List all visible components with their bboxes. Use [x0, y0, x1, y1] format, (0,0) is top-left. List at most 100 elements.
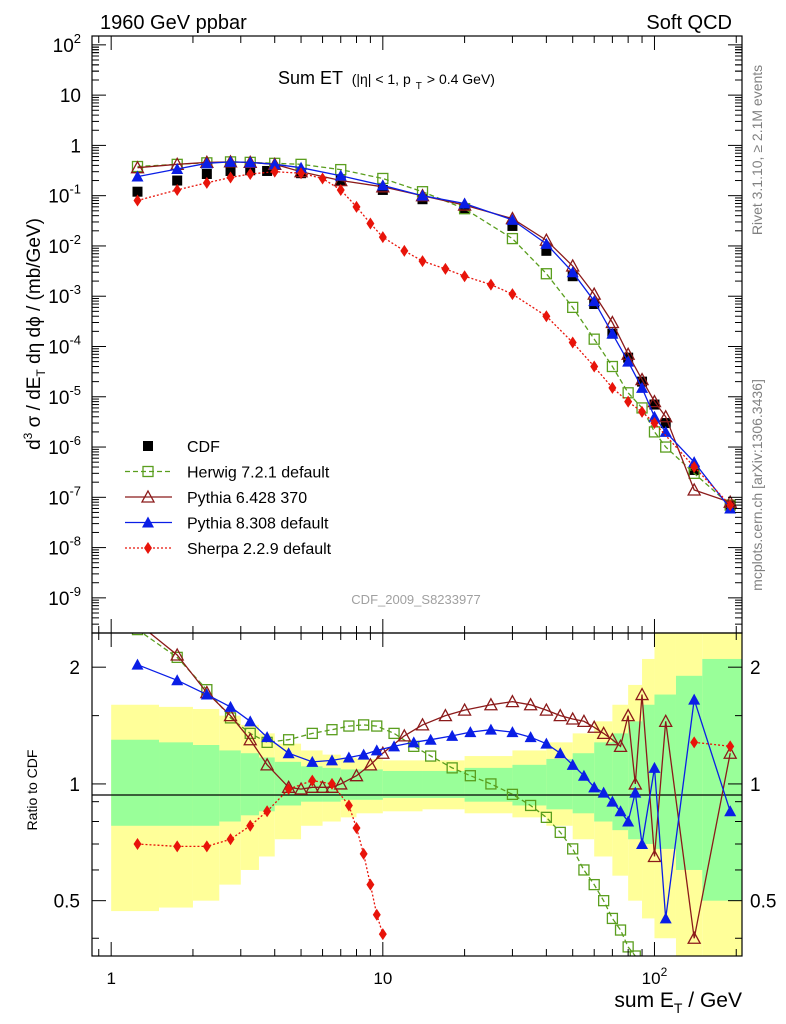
main-point-sherpa-2-2-9-default [133, 194, 142, 207]
rivet-label: Rivet 3.1.10, ≥ 2.1M events [749, 65, 765, 235]
main-point-pythia-8-308-default [659, 425, 672, 437]
main-point-cdf [649, 399, 660, 410]
main-point-pythia-8-308-default [588, 295, 601, 307]
ratio-point-pythia-8-308-default [342, 751, 355, 763]
plot-title: Sum ET (|η| < 1, p T > 0.4 GeV) [278, 68, 495, 92]
ratio-point-herwig-7-2-1-default [282, 734, 295, 746]
ratio-point-pythia-8-308-default [464, 726, 477, 738]
main-point-sherpa-2-2-9-default [460, 270, 469, 283]
ratio-series-sherpa-2-2-9-default-high [690, 736, 735, 753]
ratio-point-pythia-8-308-default [282, 747, 295, 759]
y-tick-label-main: 10-8 [48, 534, 81, 560]
ratio-point-pythia-6-428-370 [349, 768, 364, 782]
ratio-point-pythia-8-308-default [131, 658, 144, 670]
legend-entry-sherpa-2-2-9-default: Sherpa 2.2.9 default [125, 541, 332, 558]
x-tick-label: 1 [106, 969, 115, 988]
ratio-point-sherpa-2-2-9-default [359, 847, 368, 860]
main-point-cdf [637, 376, 648, 387]
ratio-point-herwig-7-2-1-default [371, 720, 383, 732]
y-tick-label-main: 10 [60, 86, 81, 107]
ratio-point-pythia-8-308-default [629, 786, 642, 798]
y-tick-label-main: 10-1 [48, 182, 81, 208]
ratio-series-group [131, 633, 738, 956]
stat-uncertainty-band [512, 764, 547, 806]
main-point-pythia-8-308-default [171, 162, 184, 174]
ratio-point-pythia-8-308-default [540, 737, 553, 749]
ratio-point-sherpa-2-2-9-default [173, 840, 182, 853]
ratio-point-pythia-8-308-default [566, 758, 579, 770]
ratio-point-herwig-7-2-1-default [464, 770, 477, 782]
x-axis-title: sum ET / GeV [614, 989, 742, 1016]
y-tick-label-main: 10-4 [48, 332, 81, 358]
ratio-point-pythia-6-428-370 [438, 708, 453, 722]
ratio-point-pythia-8-308-default [597, 786, 610, 798]
ratio-point-pythia-8-308-default [370, 744, 383, 756]
main-series-pythia-8-308-default [131, 155, 737, 514]
ratio-point-pythia-6-428-370 [587, 719, 602, 733]
ratio-point-herwig-7-2-1-default [485, 778, 497, 790]
main-point-pythia-8-308-default [200, 157, 213, 169]
legend-entry-pythia-6-428-370: Pythia 6.428 370 [125, 489, 307, 507]
ratio-point-herwig-7-2-1-default [578, 864, 590, 876]
main-line-herwig-7-2-1-default [137, 161, 731, 506]
main-series-sherpa-2-2-9-default [133, 165, 735, 512]
energy-header: 1960 GeV ppbar [100, 12, 247, 34]
ratio-point-sherpa-2-2-9-default [327, 777, 336, 790]
main-point-pythia-8-308-default [131, 170, 144, 182]
stat-uncertainty-band [422, 770, 465, 798]
main-point-sherpa-2-2-9-default [418, 255, 427, 268]
ratio-point-pythia-8-308-default [306, 755, 319, 767]
ratio-point-sherpa-2-2-9-default [246, 819, 255, 832]
ratio-point-pythia-6-428-370 [723, 745, 738, 759]
plot-title-main: Sum ET [278, 68, 343, 88]
main-point-sherpa-2-2-9-default [318, 172, 327, 185]
y-tick-label-ratio-right: 2 [750, 658, 761, 679]
stat-uncertainty-band [382, 770, 423, 798]
main-point-sherpa-2-2-9-default [638, 405, 647, 418]
ratio-point-pythia-6-428-370 [621, 708, 636, 722]
main-point-cdf [660, 418, 671, 429]
main-point-pythia-8-308-default [376, 179, 389, 191]
main-point-sherpa-2-2-9-default [650, 417, 659, 430]
y-tick-label-main: 10-2 [48, 232, 81, 258]
main-point-sherpa-2-2-9-default [173, 183, 182, 196]
main-point-sherpa-2-2-9-default [336, 183, 345, 196]
y-tick-label-ratio-right: 1 [750, 775, 761, 796]
ratio-point-sherpa-2-2-9-default [263, 805, 272, 818]
y-axis-main-title: d3 σ / dET dη dϕ / (mb/GeV) [21, 218, 48, 450]
legend-label: Herwig 7.2.1 default [187, 465, 330, 482]
y-tick-label-ratio: 2 [69, 658, 80, 679]
main-line-sherpa-2-2-9-default [137, 171, 731, 506]
ratio-point-herwig-7-2-1-default [131, 633, 144, 636]
main-point-sherpa-2-2-9-default [400, 244, 409, 257]
ratio-point-pythia-8-308-default [688, 693, 701, 705]
y-tick-label-main: 1 [70, 136, 81, 157]
main-point-herwig-7-2-1-default [567, 301, 579, 314]
main-point-sherpa-2-2-9-default [246, 167, 255, 180]
ratio-point-pythia-8-308-default [724, 805, 737, 817]
legend-marker [144, 542, 152, 554]
ratio-point-pythia-6-428-370 [539, 702, 554, 716]
main-point-pythia-8-308-default [458, 197, 471, 209]
main-point-sherpa-2-2-9-default [624, 395, 633, 408]
ratio-point-pythia-8-308-default [171, 674, 184, 686]
main-point-cdf [201, 168, 212, 179]
stat-uncertainty-band [675, 675, 703, 870]
ratio-point-pythia-6-428-370 [223, 708, 238, 722]
category-header: Soft QCD [646, 12, 732, 34]
ratio-point-pythia-8-308-default [506, 726, 519, 738]
ratio-point-sherpa-2-2-9-default [378, 928, 387, 941]
ratio-point-pythia-8-308-default [524, 731, 537, 743]
main-point-pythia-8-308-default [506, 213, 519, 225]
main-point-pythia-8-308-default [540, 237, 553, 249]
main-point-sherpa-2-2-9-default [366, 217, 375, 230]
main-point-pythia-8-308-default [334, 169, 347, 181]
ratio-point-pythia-6-428-370 [523, 697, 538, 711]
plot-title-eta: (|η| < 1, p [352, 71, 411, 87]
legend-entry-pythia-8-308-default: Pythia 8.308 default [125, 516, 329, 533]
ratio-point-pythia-6-428-370 [293, 781, 309, 795]
main-series-pythia-6-428-370 [130, 154, 738, 508]
ratio-point-sherpa-2-2-9-default-high [690, 736, 699, 749]
main-point-sherpa-2-2-9-default [542, 310, 551, 323]
legend-marker [143, 441, 153, 451]
